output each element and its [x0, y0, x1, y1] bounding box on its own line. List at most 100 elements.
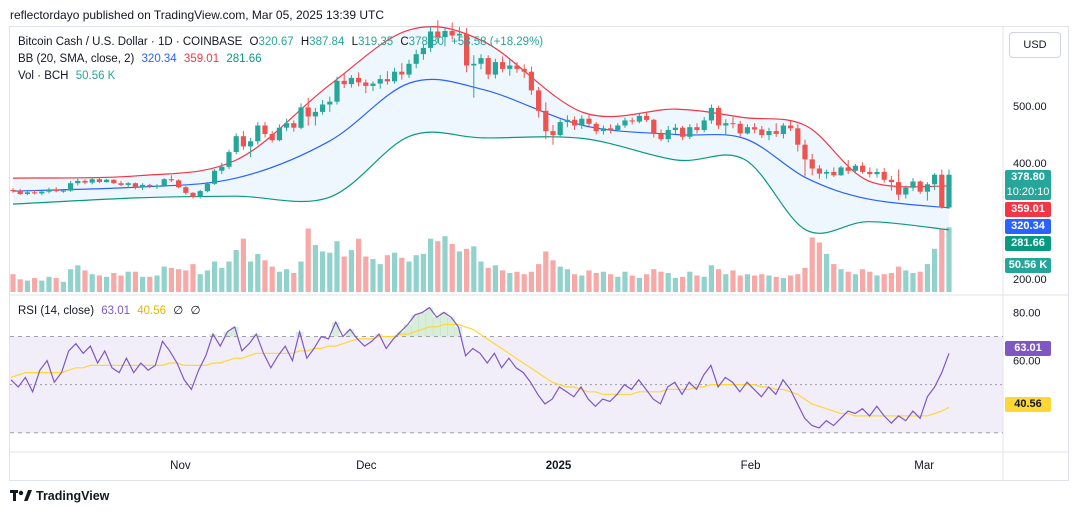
- candle-body[interactable]: [528, 71, 534, 91]
- volume-bar[interactable]: [17, 279, 23, 292]
- volume-bar[interactable]: [435, 241, 441, 292]
- volume-bar[interactable]: [528, 271, 534, 292]
- volume-bar[interactable]: [802, 267, 808, 292]
- volume-bar[interactable]: [665, 273, 671, 292]
- candle-body[interactable]: [766, 131, 772, 136]
- volume-bar[interactable]: [190, 264, 196, 292]
- volume-bar[interactable]: [356, 238, 362, 292]
- volume-bar[interactable]: [615, 276, 621, 292]
- volume-bar[interactable]: [456, 251, 462, 292]
- candle-body[interactable]: [816, 168, 822, 174]
- volume-bar[interactable]: [694, 275, 700, 293]
- candle-body[interactable]: [327, 101, 333, 105]
- candle-body[interactable]: [255, 125, 261, 142]
- candle-body[interactable]: [680, 127, 686, 137]
- volume-bar[interactable]: [629, 275, 635, 293]
- candle-body[interactable]: [471, 63, 477, 66]
- candle-body[interactable]: [305, 107, 311, 117]
- volume-bar[interactable]: [276, 271, 282, 292]
- candle-body[interactable]: [579, 118, 585, 126]
- candle-body[interactable]: [219, 166, 225, 171]
- volume-bar[interactable]: [46, 276, 52, 292]
- candle-body[interactable]: [838, 167, 844, 176]
- candle-body[interactable]: [557, 122, 563, 136]
- candle-body[interactable]: [730, 123, 736, 125]
- candle-body[interactable]: [867, 171, 873, 175]
- volume-bar[interactable]: [514, 271, 520, 292]
- candle-body[interactable]: [377, 79, 383, 84]
- candle-body[interactable]: [32, 192, 38, 194]
- candle-body[interactable]: [564, 119, 570, 123]
- volume-bar[interactable]: [471, 246, 477, 292]
- candle-body[interactable]: [413, 54, 419, 64]
- volume-bar[interactable]: [766, 275, 772, 293]
- volume-bar[interactable]: [888, 273, 894, 292]
- candle-body[interactable]: [125, 183, 131, 185]
- volume-bar[interactable]: [406, 261, 412, 293]
- volume-bar[interactable]: [284, 269, 290, 292]
- candle-body[interactable]: [53, 189, 59, 192]
- volume-bar[interactable]: [809, 237, 815, 292]
- volume-bar[interactable]: [10, 274, 16, 292]
- volume-bar[interactable]: [82, 270, 88, 292]
- candle-body[interactable]: [910, 181, 916, 188]
- volume-bar[interactable]: [485, 267, 491, 292]
- volume-bar[interactable]: [125, 271, 131, 292]
- candle-body[interactable]: [46, 189, 52, 192]
- candle-body[interactable]: [572, 119, 578, 126]
- candle-body[interactable]: [140, 184, 146, 188]
- volume-bar[interactable]: [176, 269, 182, 292]
- volume-bar[interactable]: [68, 269, 74, 292]
- candle-body[interactable]: [795, 128, 801, 145]
- volume-bar[interactable]: [773, 276, 779, 292]
- volume-bar[interactable]: [132, 271, 138, 292]
- volume-bar[interactable]: [593, 273, 599, 292]
- candle-body[interactable]: [543, 110, 549, 132]
- volume-bar[interactable]: [442, 236, 448, 292]
- candle-body[interactable]: [665, 130, 671, 140]
- candle-body[interactable]: [60, 190, 66, 192]
- candle-body[interactable]: [773, 131, 779, 134]
- volume-bar[interactable]: [946, 227, 952, 292]
- volume-bar[interactable]: [413, 255, 419, 292]
- volume-bar[interactable]: [312, 245, 318, 292]
- volume-bar[interactable]: [896, 266, 902, 292]
- candle-body[interactable]: [780, 125, 786, 135]
- candle-body[interactable]: [226, 152, 232, 167]
- volume-bar[interactable]: [500, 270, 506, 292]
- candle-body[interactable]: [420, 47, 426, 55]
- volume-bar[interactable]: [507, 273, 513, 292]
- tradingview-logo[interactable]: TradingView: [10, 489, 109, 503]
- volume-legend[interactable]: Vol · BCH 50.56 K: [18, 70, 119, 82]
- volume-bar[interactable]: [449, 243, 455, 292]
- candle-body[interactable]: [881, 171, 887, 180]
- candle-body[interactable]: [118, 183, 124, 185]
- candle-body[interactable]: [89, 179, 95, 183]
- bb-legend[interactable]: BB (20, SMA, close, 2) 320.34 359.01 281…: [18, 53, 266, 65]
- volume-bar[interactable]: [39, 280, 45, 292]
- volume-bar[interactable]: [24, 280, 30, 292]
- candle-body[interactable]: [500, 62, 506, 69]
- volume-bar[interactable]: [910, 273, 916, 292]
- candle-body[interactable]: [536, 90, 542, 111]
- volume-bar[interactable]: [586, 270, 592, 292]
- volume-bar[interactable]: [96, 275, 102, 293]
- candle-body[interactable]: [831, 171, 837, 176]
- volume-bar[interactable]: [291, 273, 297, 292]
- volume-bar[interactable]: [600, 271, 606, 292]
- candle-body[interactable]: [456, 33, 462, 36]
- candle-body[interactable]: [464, 33, 470, 66]
- candle-body[interactable]: [161, 179, 167, 186]
- volume-bar[interactable]: [377, 264, 383, 292]
- volume-bar[interactable]: [262, 260, 268, 292]
- candle-body[interactable]: [320, 104, 326, 112]
- candle-body[interactable]: [629, 120, 635, 122]
- candle-body[interactable]: [723, 123, 729, 126]
- candle-body[interactable]: [435, 31, 441, 38]
- candle-body[interactable]: [600, 128, 606, 132]
- volume-bar[interactable]: [759, 274, 765, 292]
- volume-bar[interactable]: [636, 278, 642, 292]
- candle-body[interactable]: [644, 115, 650, 120]
- candle-body[interactable]: [874, 171, 880, 175]
